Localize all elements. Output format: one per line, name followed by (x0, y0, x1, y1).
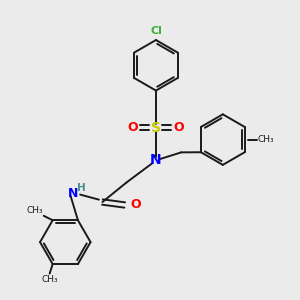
Text: CH₃: CH₃ (26, 206, 43, 215)
Text: CH₃: CH₃ (258, 135, 274, 144)
Text: O: O (128, 121, 138, 134)
Text: N: N (150, 153, 162, 167)
Text: Cl: Cl (150, 26, 162, 36)
Text: H: H (77, 183, 85, 193)
Text: S: S (151, 121, 161, 135)
Text: O: O (130, 199, 141, 212)
Text: O: O (174, 121, 184, 134)
Text: N: N (68, 187, 78, 200)
Text: CH₃: CH₃ (41, 275, 58, 284)
